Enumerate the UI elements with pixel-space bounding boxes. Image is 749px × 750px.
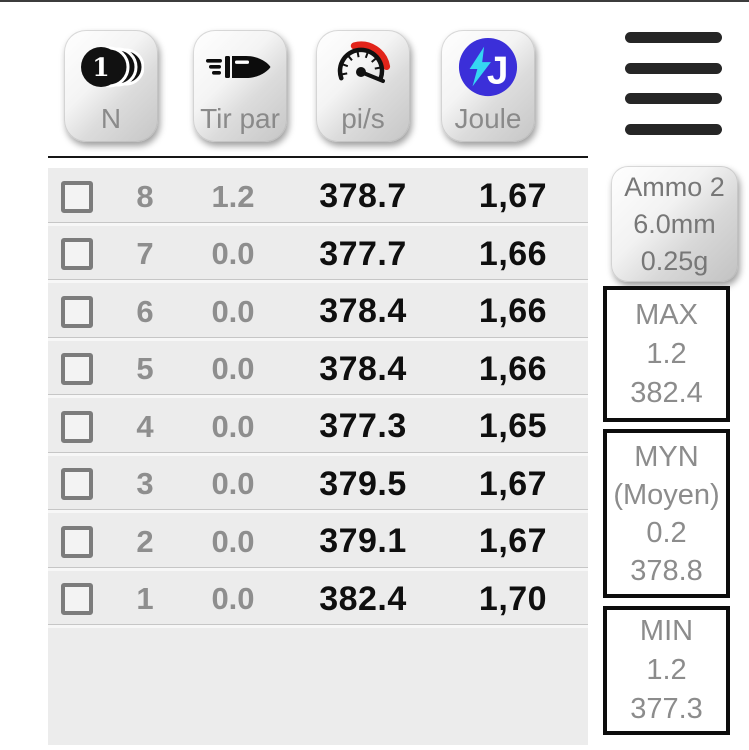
cell-tir-par: 0.0 xyxy=(211,236,255,272)
cell-shot-number: 5 xyxy=(136,351,154,387)
cell-tir-par: 0.0 xyxy=(211,581,255,617)
ammo-button[interactable]: Ammo 2 6.0mm 0.25g xyxy=(611,166,738,282)
column-button-pi-s[interactable]: pi/s xyxy=(316,30,410,142)
myn-subtitle: (Moyen) xyxy=(613,478,720,511)
column-button-n[interactable]: 1 N xyxy=(64,30,158,142)
cell-pi-s: 378.7 xyxy=(319,177,407,216)
cell-tir-par: 1.2 xyxy=(211,178,255,214)
checkbox-cell xyxy=(48,180,112,213)
table-row: 1 0.0 382.4 1,70 xyxy=(48,571,588,629)
table-row: 6 0.0 378.4 1,66 xyxy=(48,283,588,341)
row-checkbox[interactable] xyxy=(61,410,93,443)
hamburger-menu-icon[interactable] xyxy=(625,32,722,135)
cell-joule: 1,70 xyxy=(478,579,548,618)
max-title: MAX xyxy=(635,298,698,331)
cell-pi-s: 379.5 xyxy=(319,464,407,503)
min-stat-box: MIN 1.2 377.3 xyxy=(603,606,730,735)
row-checkbox[interactable] xyxy=(61,353,93,386)
cell-pi-s: 378.4 xyxy=(319,292,407,331)
min-title: MIN xyxy=(639,615,694,647)
cell-joule: 1,67 xyxy=(478,522,548,561)
max-stat-box: MAX 1.2 382.4 xyxy=(603,286,730,422)
checkbox-cell xyxy=(48,583,112,616)
checkbox-cell xyxy=(48,295,112,328)
table-row: 8 1.2 378.7 1,67 xyxy=(48,168,588,226)
min-speed: 377.3 xyxy=(630,693,703,725)
checkbox-cell xyxy=(48,238,112,271)
shots-table: 8 1.2 378.7 1,67 7 0.0 377.7 1,66 6 0.0 378.4 1,66 5… xyxy=(48,168,588,745)
cell-pi-s: 382.4 xyxy=(319,579,407,618)
cell-shot-number: 6 xyxy=(136,293,154,329)
table-row: 7 0.0 377.7 1,66 xyxy=(48,226,588,284)
cell-joule: 1,66 xyxy=(478,292,548,331)
menu-bar xyxy=(625,93,722,105)
checkbox-cell xyxy=(48,525,112,558)
ammo-name: Ammo 2 xyxy=(624,171,725,202)
svg-text:1: 1 xyxy=(92,53,109,82)
cell-shot-number: 3 xyxy=(136,466,154,502)
menu-bar xyxy=(625,62,722,74)
bb-stack-icon: 1 xyxy=(64,30,158,104)
column-label-joule: Joule xyxy=(454,103,522,134)
column-label-pi-s: pi/s xyxy=(341,103,385,134)
cell-pi-s: 378.4 xyxy=(319,349,407,388)
cell-tir-par: 0.0 xyxy=(211,408,255,444)
cell-shot-number: 2 xyxy=(136,523,154,559)
bullet-icon xyxy=(193,30,287,104)
max-rate: 1.2 xyxy=(646,337,687,370)
myn-stat-box: MYN (Moyen) 0.2 378.8 xyxy=(603,429,730,598)
cell-joule: 1,67 xyxy=(478,464,548,503)
svg-text:J: J xyxy=(487,49,509,92)
myn-speed: 378.8 xyxy=(630,554,703,587)
menu-bar xyxy=(625,32,722,43)
ammo-caliber: 6.0mm xyxy=(633,208,716,239)
row-checkbox[interactable] xyxy=(61,238,93,271)
cell-joule: 1,66 xyxy=(478,234,548,273)
checkbox-cell xyxy=(48,468,112,501)
cell-tir-par: 0.0 xyxy=(211,293,255,329)
checkbox-cell xyxy=(48,410,112,443)
table-row: 2 0.0 379.1 1,67 xyxy=(48,513,588,571)
cell-joule: 1,65 xyxy=(478,407,548,446)
row-checkbox[interactable] xyxy=(61,295,93,328)
row-checkbox[interactable] xyxy=(61,583,93,616)
cell-shot-number: 8 xyxy=(136,178,154,214)
checkbox-cell xyxy=(48,353,112,386)
cell-joule: 1,67 xyxy=(478,177,548,216)
cell-pi-s: 377.7 xyxy=(319,234,407,273)
max-speed: 382.4 xyxy=(630,376,703,409)
cell-shot-number: 4 xyxy=(136,408,154,444)
row-checkbox[interactable] xyxy=(61,468,93,501)
cell-tir-par: 0.0 xyxy=(211,466,255,502)
column-button-joule[interactable]: J Joule xyxy=(441,30,535,142)
header-divider xyxy=(48,156,588,158)
table-row: 5 0.0 378.4 1,66 xyxy=(48,341,588,399)
table-row: 3 0.0 379.5 1,67 xyxy=(48,456,588,514)
ammo-weight: 0.25g xyxy=(640,245,709,276)
cell-tir-par: 0.0 xyxy=(211,351,255,387)
column-label-tir-par: Tir par xyxy=(200,103,280,134)
cell-pi-s: 379.1 xyxy=(319,522,407,561)
row-checkbox[interactable] xyxy=(61,180,93,213)
row-checkbox[interactable] xyxy=(61,525,93,558)
column-label-n: N xyxy=(100,103,122,134)
cell-shot-number: 1 xyxy=(136,581,154,617)
cell-joule: 1,66 xyxy=(478,349,548,388)
cell-tir-par: 0.0 xyxy=(211,523,255,559)
joule-icon: J xyxy=(441,30,535,104)
column-button-tir-par[interactable]: Tir par xyxy=(193,30,287,142)
myn-rate: 0.2 xyxy=(646,516,687,549)
screen-top-border xyxy=(0,0,749,2)
cell-shot-number: 7 xyxy=(136,236,154,272)
table-row: 4 0.0 377.3 1,65 xyxy=(48,398,588,456)
myn-title: MYN xyxy=(634,440,699,473)
speedometer-icon xyxy=(316,30,410,104)
cell-pi-s: 377.3 xyxy=(319,407,407,446)
min-rate: 1.2 xyxy=(646,654,687,686)
menu-bar xyxy=(625,123,722,135)
